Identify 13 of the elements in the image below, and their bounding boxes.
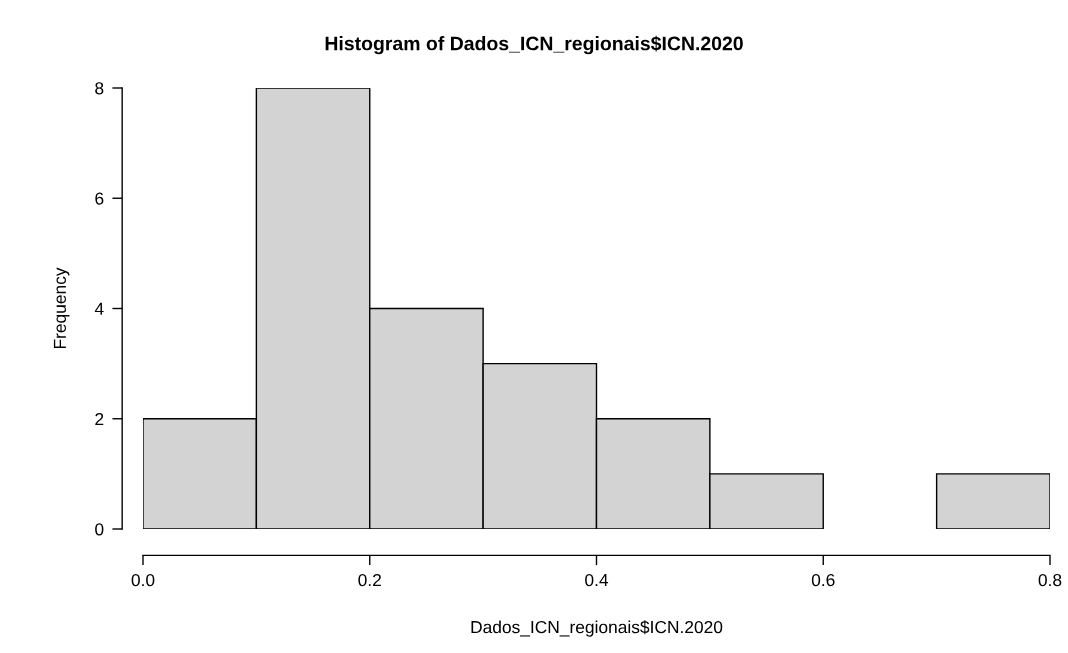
x-tick-label: 0.6 [811,573,835,587]
x-tick-label: 0.0 [131,573,155,587]
x-tick-label: 0.4 [585,573,609,587]
y-tick-label: 4 [94,302,104,315]
chart-title: Histogram of Dados_ICN_regionais$ICN.2020 [325,35,743,55]
x-tick-label: 0.2 [358,573,381,587]
y-tick-label: 8 [95,82,104,95]
y-axis-title: Frequency [53,267,70,349]
y-tick-label: 0 [95,523,104,536]
x-axis-title: Dados_ICN_regionais$ICN.2020 [471,620,723,637]
x-tick-label: 0.8 [1038,573,1062,587]
y-tick-label: 6 [95,192,104,205]
y-tick-label: 2 [95,412,104,426]
